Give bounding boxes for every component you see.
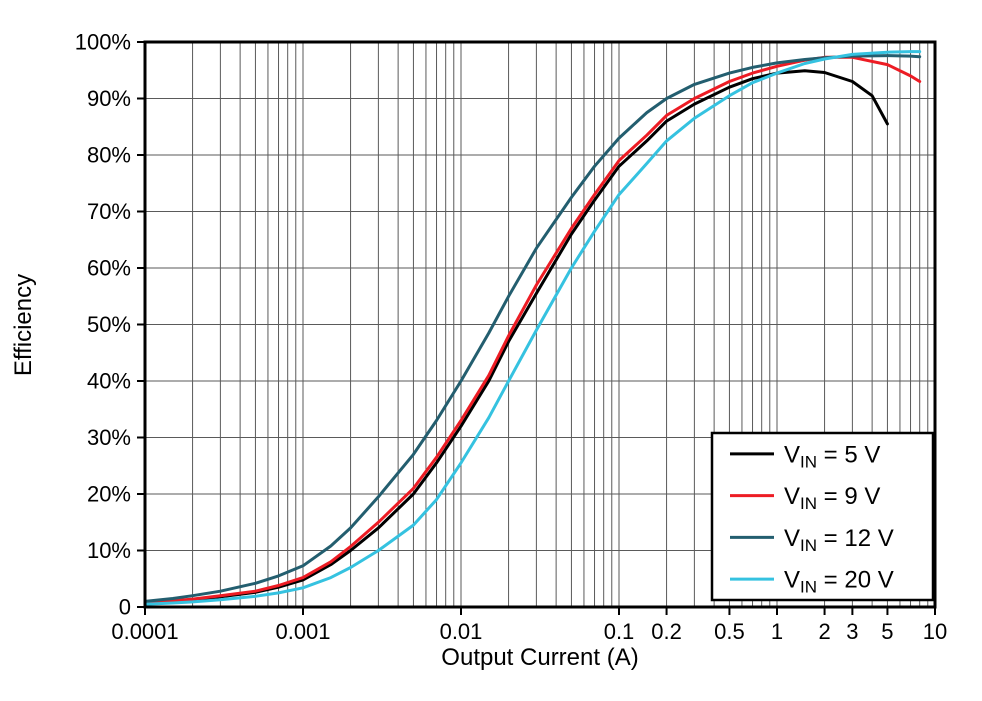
series-line-vin-12-v: [143, 54, 922, 603]
legend-box: [710, 431, 935, 602]
x-tick-label: 2: [818, 619, 830, 644]
x-axis-title: Output Current (A): [441, 644, 639, 671]
y-tick-label: 70%: [87, 199, 131, 224]
legend-entry-label: VIN = 12 V: [784, 525, 894, 555]
y-tick-label: 30%: [87, 425, 131, 450]
y-tick-label: 20%: [87, 482, 131, 507]
y-tick-label: 80%: [87, 143, 131, 168]
x-tick-label: 3: [846, 619, 858, 644]
x-tick-label: 1: [771, 619, 783, 644]
x-tick-label: 0.01: [440, 619, 483, 644]
x-tick-label: 0.2: [651, 619, 682, 644]
x-tick-label: 0.1: [604, 619, 635, 644]
y-tick-label: 0: [119, 595, 131, 620]
x-tick-label: 0.5: [714, 619, 745, 644]
x-tick-label: 0.001: [275, 619, 330, 644]
y-axis-title: Efficiency: [10, 273, 37, 377]
legend-entry-label: VIN = 20 V: [784, 567, 894, 597]
y-tick-label: 60%: [87, 256, 131, 281]
series-line-vin-20-v: [143, 50, 922, 606]
y-tick-label: 40%: [87, 369, 131, 394]
x-tick-label: 0.0001: [111, 619, 178, 644]
y-tick-label: 10%: [87, 538, 131, 563]
y-tick-label: 90%: [87, 86, 131, 111]
y-tick-label: 50%: [87, 312, 131, 337]
legend-entry-label: VIN = 9 V: [784, 483, 880, 513]
x-tick-label: 5: [881, 619, 893, 644]
x-tick-label: 10: [923, 619, 947, 644]
y-tick-label: 100%: [75, 30, 131, 55]
plot-frame: [143, 40, 937, 609]
legend-entry-label: VIN = 5 V: [784, 441, 880, 471]
